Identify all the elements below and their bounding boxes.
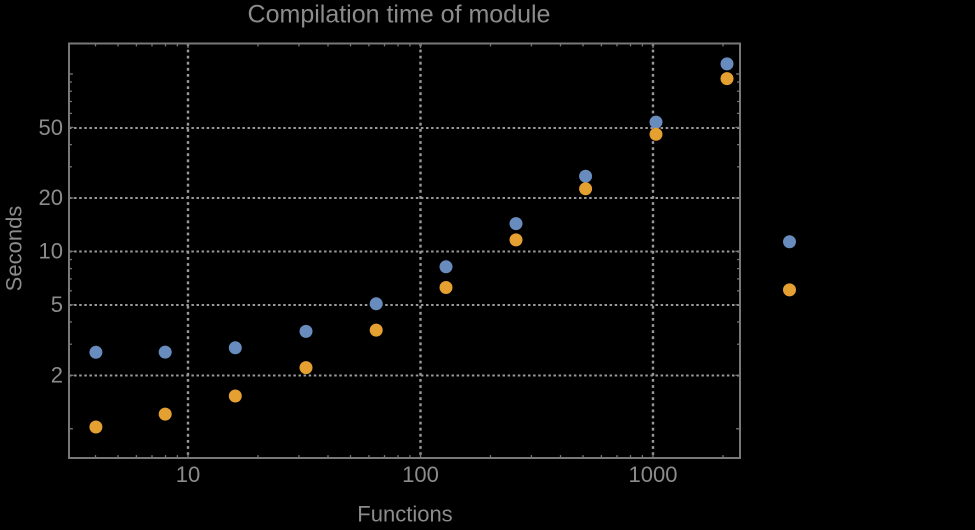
svg-text:100: 100 [402,462,439,487]
svg-text:2: 2 [51,362,63,387]
svg-text:Functions: Functions [357,502,452,526]
svg-text:10: 10 [39,238,63,263]
svg-text:1000: 1000 [629,462,678,487]
svg-text:Compilation time of module: Compilation time of module [248,0,551,28]
svg-text:20: 20 [39,185,63,210]
svg-text:10: 10 [176,462,200,487]
svg-text:5: 5 [51,292,63,317]
svg-text:50: 50 [39,115,63,140]
svg-text:Seconds: Seconds [2,206,27,292]
